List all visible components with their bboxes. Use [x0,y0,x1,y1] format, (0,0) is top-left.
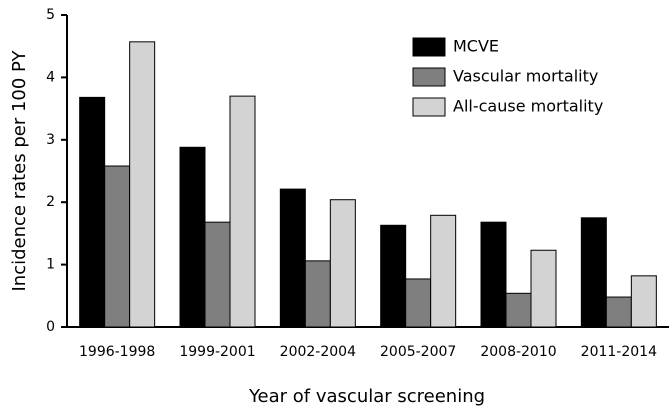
y-tick-label: 1 [46,257,55,273]
x-tick-label: 1996-1998 [79,344,155,360]
legend-text: All-cause mortality [453,97,603,116]
x-tick-label: 2008-2010 [480,344,556,360]
bar [179,146,206,328]
x-axis-title: Year of vascular screening [248,386,485,407]
bar [505,292,532,328]
bar [630,275,657,328]
bar [279,188,306,328]
y-tick-label: 4 [46,69,55,85]
bar [104,165,131,328]
bar [79,96,106,328]
bar [605,296,632,328]
legend-swatch [412,67,446,87]
bar [204,221,231,328]
bar [430,214,457,328]
legend-text: MCVE [453,37,499,56]
x-tick-label: 2005-2007 [380,344,456,360]
bar [229,95,256,328]
bar [580,217,607,328]
legend-swatch [412,37,446,57]
y-axis-title: Incidence rates per 100 PY [9,49,30,291]
bar [380,224,407,328]
bar [405,278,432,328]
x-tick-label: 2002-2004 [280,344,356,360]
bar [304,260,331,328]
legend-text: Vascular mortality [453,67,598,86]
bar [530,249,557,328]
y-tick-label: 2 [46,194,55,210]
y-tick-label: 5 [46,7,55,23]
x-tick-label: 2011-2014 [581,344,657,360]
bar [129,41,156,328]
legend-swatch [412,97,446,117]
y-tick-label: 3 [46,132,55,148]
bar [329,199,356,328]
x-tick-label: 1999-2001 [179,344,255,360]
bar [480,221,507,328]
y-tick-label: 0 [46,319,55,335]
